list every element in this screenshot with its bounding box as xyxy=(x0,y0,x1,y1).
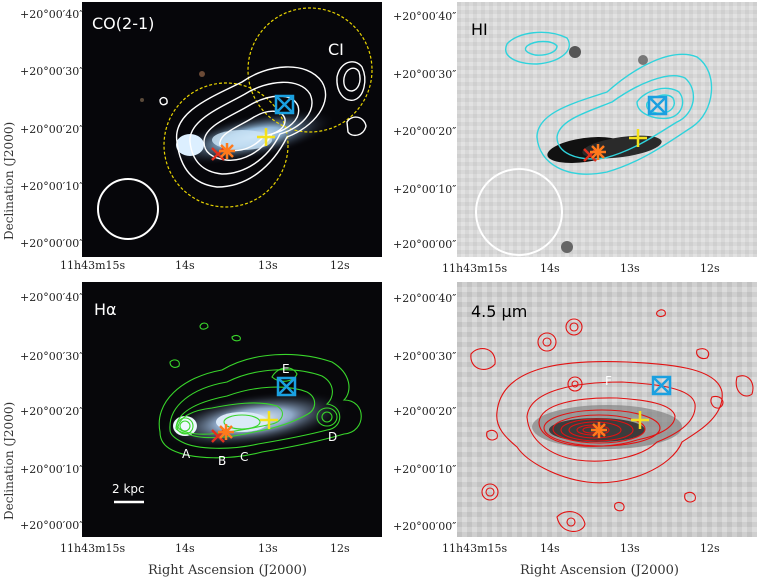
dec-tick-20-tl: +20°00′20″ xyxy=(20,123,84,136)
blue-box-marker xyxy=(276,376,297,397)
dec-tick-00-tr: +20°00′00″ xyxy=(393,238,457,251)
ra-tick-12-tl: 12s xyxy=(330,259,350,272)
blue-box-marker xyxy=(274,94,295,115)
ha-panel: Hα 2 kpc A B C D E xyxy=(82,282,382,537)
ra-tick-13-tr: 13s xyxy=(620,262,640,275)
hi-panel: HI xyxy=(457,2,757,257)
dec-tick-30-tl: +20°00′30″ xyxy=(20,65,84,78)
dec-tick-30-br: +20°00′30″ xyxy=(393,350,457,363)
ra-tick-15-br: 11h43m15s xyxy=(442,542,508,555)
knot-b-label: B xyxy=(218,454,227,468)
knot-c-label: C xyxy=(240,450,249,464)
beam-circle-left xyxy=(163,82,289,208)
scale-bar-label: 2 kpc xyxy=(112,482,145,496)
hi-title: HI xyxy=(471,20,488,39)
knot-a-label: A xyxy=(182,447,191,461)
ra-tick-12-br: 12s xyxy=(700,542,720,555)
knot-d-label: D xyxy=(328,430,338,444)
ci-annotation: CI xyxy=(328,40,344,59)
ra-tick-13-tl: 13s xyxy=(258,259,278,272)
hi-beam xyxy=(475,168,563,256)
ra-tick-12-tr: 12s xyxy=(700,262,720,275)
dec-tick-00-bl: +20°00′00″ xyxy=(20,519,84,532)
ha-title: Hα xyxy=(94,300,117,319)
dec-tick-10-br: +20°00′10″ xyxy=(393,463,457,476)
dec-tick-00-tl: +20°00′00″ xyxy=(20,237,84,250)
dec-tick-30-tr: +20°00′30″ xyxy=(393,68,457,81)
dec-tick-40-bl: +20°00′40″ xyxy=(20,291,84,304)
yellow-plus-marker xyxy=(257,128,275,146)
dec-tick-10-bl: +20°00′10″ xyxy=(20,463,84,476)
ha-contours xyxy=(158,322,362,459)
yellow-plus-marker xyxy=(260,411,278,429)
dec-tick-40-tr: +20°00′40″ xyxy=(393,10,457,23)
x-axis-label-right: Right Ascension (J2000) xyxy=(520,563,680,578)
ra-tick-14-tl: 14s xyxy=(175,259,195,272)
dec-tick-40-tl: +20°00′40″ xyxy=(20,8,84,21)
x-axis-label-left: Right Ascension (J2000) xyxy=(148,563,308,578)
ra-tick-14-br: 14s xyxy=(540,542,560,555)
dec-tick-10-tr: +20°00′10″ xyxy=(393,183,457,196)
ra-tick-15-bl: 11h43m15s xyxy=(60,542,126,555)
y-axis-label-top: Declination (J2000) xyxy=(2,121,16,240)
ra-tick-12-bl: 12s xyxy=(330,542,350,555)
yellow-plus-marker xyxy=(631,411,649,429)
dec-tick-40-br: +20°00′40″ xyxy=(393,292,457,305)
dec-tick-10-tl: +20°00′10″ xyxy=(20,180,84,193)
dec-tick-30-bl: +20°00′30″ xyxy=(20,350,84,363)
orange-star-marker xyxy=(219,143,235,159)
ra-tick-15-tr: 11h43m15s xyxy=(442,262,508,275)
orange-star-marker xyxy=(591,422,607,438)
knot-e-label: E xyxy=(282,362,290,376)
ir-panel: 4.5 μm F xyxy=(457,282,757,537)
co-panel: CO(2-1) CI xyxy=(82,2,382,257)
ra-tick-13-br: 13s xyxy=(620,542,640,555)
y-axis-label-bottom: Declination (J2000) xyxy=(2,401,16,520)
yellow-plus-marker xyxy=(629,129,647,147)
ir-title: 4.5 μm xyxy=(471,302,528,321)
knot-f-label: F xyxy=(605,374,612,388)
hi-contours xyxy=(505,31,713,175)
blue-box-marker xyxy=(647,95,668,116)
dec-tick-20-br: +20°00′20″ xyxy=(393,405,457,418)
co-beam xyxy=(97,178,159,240)
co-title: CO(2-1) xyxy=(92,14,155,33)
orange-star-marker xyxy=(590,144,606,160)
ra-tick-13-bl: 13s xyxy=(258,542,278,555)
dec-tick-20-tr: +20°00′20″ xyxy=(393,125,457,138)
ra-tick-15-tl: 11h43m15s xyxy=(60,259,126,272)
blue-box-marker xyxy=(651,375,672,396)
dec-tick-00-br: +20°00′00″ xyxy=(393,520,457,533)
ir-contours xyxy=(470,309,754,532)
orange-star-marker xyxy=(218,424,234,440)
beam-circle-right xyxy=(247,7,373,133)
ra-tick-14-tr: 14s xyxy=(540,262,560,275)
ra-tick-14-bl: 14s xyxy=(175,542,195,555)
dec-tick-20-bl: +20°00′20″ xyxy=(20,405,84,418)
